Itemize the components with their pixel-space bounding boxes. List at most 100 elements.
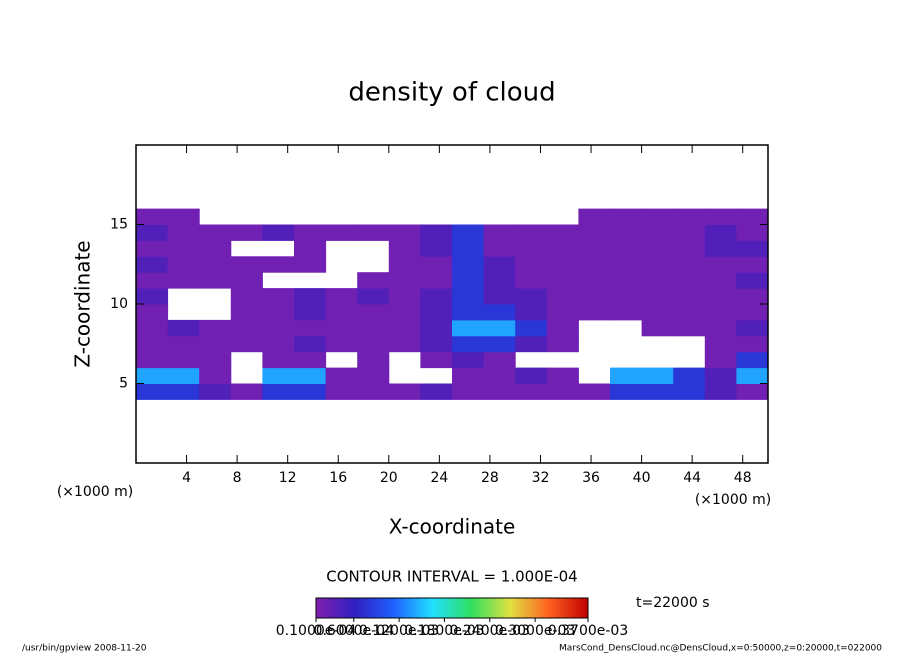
field-cell (294, 383, 327, 400)
field-cell (199, 383, 232, 400)
field-cell (357, 367, 390, 384)
field-cell (704, 240, 737, 257)
field-cell (325, 335, 358, 353)
field-cell (452, 304, 485, 321)
field-cell (230, 304, 263, 321)
field-cell (673, 224, 706, 241)
field-cell (673, 367, 706, 384)
field-cell (262, 383, 295, 400)
field-cell (230, 319, 263, 337)
field-cell (673, 288, 706, 305)
x-tick-label: 32 (532, 470, 550, 486)
field-cell (673, 240, 706, 257)
field-cell (452, 256, 485, 273)
field-cell (673, 256, 706, 273)
field-cell (420, 383, 453, 400)
field-cell (704, 256, 737, 273)
field-cell (610, 272, 643, 289)
field-cell (388, 383, 421, 400)
field-cell (673, 319, 706, 337)
field-cell (610, 288, 643, 305)
field-cell (294, 288, 327, 305)
field-cell (167, 256, 200, 273)
field-cell (610, 304, 643, 321)
field-cell (420, 224, 453, 241)
field-cell (199, 256, 232, 273)
field-cell (641, 288, 674, 305)
field-cell (546, 272, 579, 289)
field-cell (136, 224, 169, 241)
field-cell (388, 224, 421, 241)
field-cell (294, 256, 327, 273)
y-tick-label: 15 (110, 217, 128, 233)
colorbar-tick-label: 0.2400e-03 (450, 623, 530, 639)
footer-left: /usr/bin/gpview 2008-11-20 (22, 644, 147, 654)
field-cell (673, 304, 706, 321)
field-cell (641, 224, 674, 241)
field-cell (736, 319, 769, 337)
field-cell (610, 224, 643, 241)
field-cell (515, 240, 548, 257)
x-tick-label: 4 (182, 470, 191, 486)
field-cell (452, 367, 485, 384)
field-cell (452, 383, 485, 400)
field-cell (452, 272, 485, 289)
field-cell (294, 240, 327, 257)
field-cell (546, 304, 579, 321)
field-cell (357, 272, 390, 289)
field-cell (199, 272, 232, 289)
field-cell (578, 383, 611, 400)
field-cell (483, 272, 516, 289)
field-cell (294, 367, 327, 384)
field-cell (578, 256, 611, 273)
field (136, 208, 769, 400)
colorbar-tick-label: 0.1200e-03 (359, 623, 439, 639)
field-cell (515, 335, 548, 353)
field-cell (546, 288, 579, 305)
field-cell (199, 224, 232, 241)
field-cell (736, 351, 769, 369)
x-tick-label: 24 (430, 470, 448, 486)
field-cell (736, 256, 769, 273)
field-cell (294, 304, 327, 321)
field-cell (578, 288, 611, 305)
field-cell (736, 240, 769, 257)
field-cell (136, 304, 169, 321)
field-cell (515, 256, 548, 273)
field-cell (515, 319, 548, 337)
field-cell (610, 208, 643, 225)
field-cell (483, 319, 516, 337)
x-tick-label: 40 (633, 470, 651, 486)
y-tick-label: 10 (110, 296, 128, 312)
field-cell (199, 240, 232, 257)
field-cell (515, 224, 548, 241)
field-cell (167, 319, 200, 337)
field-cell (736, 304, 769, 321)
field-cell (452, 351, 485, 369)
field-cell (736, 272, 769, 289)
chart-title: density of cloud (348, 78, 555, 108)
x-tick-label: 44 (683, 470, 701, 486)
field-cell (136, 367, 169, 384)
field-cell (578, 272, 611, 289)
field-cell (483, 288, 516, 305)
field-cell (546, 240, 579, 257)
field-cell (704, 288, 737, 305)
field-cell (136, 383, 169, 400)
field-cell (641, 304, 674, 321)
x-axis-label: X-coordinate (389, 515, 516, 539)
x-tick-label: 20 (380, 470, 398, 486)
field-cell (704, 224, 737, 241)
field-cell (262, 351, 295, 369)
colorbar-tick-label: 0.1800e-03 (404, 623, 484, 639)
field-cell (736, 335, 769, 353)
field-cell (357, 383, 390, 400)
field-cell (704, 351, 737, 369)
x-tick-label: 12 (279, 470, 297, 486)
field-cell (704, 272, 737, 289)
field-cell (641, 383, 674, 400)
field-cell (641, 256, 674, 273)
field-cell (230, 288, 263, 305)
field-cell (167, 272, 200, 289)
field-cell (199, 367, 232, 384)
